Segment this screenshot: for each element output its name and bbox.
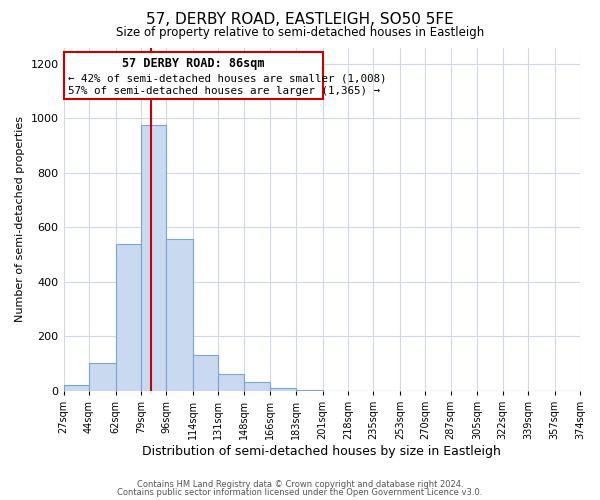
Text: 57, DERBY ROAD, EASTLEIGH, SO50 5FE: 57, DERBY ROAD, EASTLEIGH, SO50 5FE [146, 12, 454, 28]
Bar [271, 388, 296, 390]
FancyBboxPatch shape [64, 52, 323, 99]
Text: 57 DERBY ROAD: 86sqm: 57 DERBY ROAD: 86sqm [122, 57, 264, 70]
X-axis label: Distribution of semi-detached houses by size in Eastleigh: Distribution of semi-detached houses by … [142, 444, 501, 458]
Text: Contains public sector information licensed under the Open Government Licence v3: Contains public sector information licen… [118, 488, 482, 497]
Bar [141, 125, 166, 390]
Bar [89, 364, 116, 390]
Bar [218, 374, 244, 390]
Text: Size of property relative to semi-detached houses in Eastleigh: Size of property relative to semi-detach… [116, 26, 484, 39]
Y-axis label: Number of semi-detached properties: Number of semi-detached properties [15, 116, 25, 322]
Text: Contains HM Land Registry data © Crown copyright and database right 2024.: Contains HM Land Registry data © Crown c… [137, 480, 463, 489]
Text: 57% of semi-detached houses are larger (1,365) →: 57% of semi-detached houses are larger (… [68, 86, 380, 96]
Text: ← 42% of semi-detached houses are smaller (1,008): ← 42% of semi-detached houses are smalle… [68, 74, 386, 84]
Bar [64, 385, 89, 390]
Bar [166, 240, 193, 390]
Bar [193, 355, 218, 390]
Bar [244, 382, 271, 390]
Bar [116, 244, 141, 390]
